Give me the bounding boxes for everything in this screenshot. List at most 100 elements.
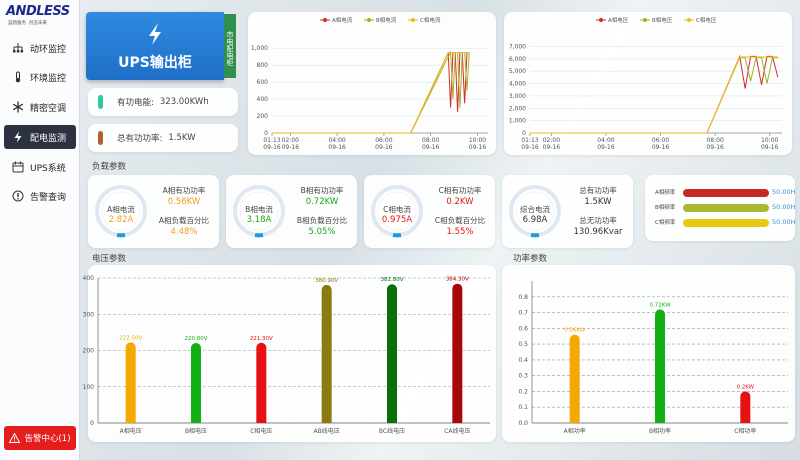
x-tick-label: 10:00 09-16 [468, 137, 487, 151]
gauge [95, 185, 147, 238]
gauge-name: C相电流 [383, 205, 411, 214]
bar [125, 342, 136, 423]
value-label: 384.30V [446, 277, 469, 283]
value-label: 220.80V [184, 336, 207, 342]
y-tick-label: 7,000 [509, 43, 526, 50]
x-tick-label: CA线电压 [444, 427, 470, 435]
gauge [233, 185, 285, 238]
metric-label: A相负载百分比 [158, 216, 210, 225]
power-box: 总有功功率: 1.5KW [88, 124, 238, 152]
y-tick-label: 0 [264, 130, 268, 137]
x-tick-label: B相功率 [649, 427, 671, 435]
frequency-label: C相频率 [655, 220, 676, 226]
x-tick-label: 01:13 09-16 [263, 137, 281, 151]
metric-label: 总无功功率 [579, 216, 617, 225]
y-tick-label: 200 [83, 348, 95, 355]
series-line [272, 50, 470, 134]
section-title: 负载参数 [92, 162, 127, 172]
y-tick-label: 300 [83, 311, 95, 318]
frequency-value: 50.00Hz [772, 188, 795, 196]
x-tick-label: AB线电压 [314, 427, 340, 435]
frequency-bar [683, 219, 769, 227]
legend-label: B相电压 [652, 16, 673, 24]
menu-item[interactable]: 告警查询 [4, 184, 76, 208]
metric-value: 5.05% [308, 227, 336, 237]
x-tick-label: 02:00 09-16 [542, 137, 561, 151]
current-chart-panel [248, 12, 496, 155]
gauge-value: 6.98A [522, 215, 548, 225]
menu-label: 精密空调 [30, 103, 67, 114]
metric-label: C相负载百分比 [434, 216, 486, 225]
menu-item[interactable]: 精密空调 [4, 95, 76, 119]
x-tick-label: C相电压 [250, 427, 272, 435]
legend-marker [687, 18, 691, 22]
device-tab[interactable]: 市电配电柜 [224, 14, 236, 78]
gauge-inner [239, 191, 279, 231]
device-card: UPS输出柜 [86, 12, 224, 80]
y-tick-label: 0.4 [518, 357, 528, 364]
x-tick-label: 10:00 09-16 [760, 137, 779, 151]
series-line [530, 54, 779, 134]
frequency-card: A相频率 50.00Hz B相频率 50.00Hz C相频率 50.00Hz [645, 175, 795, 241]
menu-label: 配电监测 [30, 133, 67, 144]
frequency-label: A相频率 [655, 190, 676, 196]
gauge-card: B相电流 3.18A B相有功功率 0.72KW B相负载百分比 5.05% [226, 175, 357, 248]
gauge-value: 0.975A [381, 215, 413, 225]
y-tick-label: 1,000 [251, 45, 268, 52]
x-tick-label: 06:00 09-16 [375, 137, 393, 151]
bar [740, 391, 751, 423]
x-tick-label: A相电压 [120, 427, 142, 435]
x-tick-label: 04:00 09-16 [597, 137, 615, 151]
y-tick-label: 100 [83, 384, 95, 391]
metric-value: 4.48% [170, 227, 198, 237]
power-label: 总有功功率: [117, 134, 163, 144]
value-label: 380.90V [315, 278, 338, 284]
legend-marker [411, 18, 415, 22]
menu-item[interactable]: UPS系统 [4, 155, 76, 179]
bar [569, 334, 580, 423]
y-tick-label: 200 [257, 113, 269, 120]
series-line [530, 56, 778, 134]
frequency-label: B相频率 [655, 205, 676, 211]
y-tick-label: 800 [257, 62, 269, 69]
menu-item[interactable]: 环境监控 [4, 65, 76, 89]
gauge-inner [101, 191, 141, 231]
section-title: 功率参数 [513, 254, 548, 264]
legend-marker [367, 18, 371, 22]
y-tick-label: 0.3 [518, 373, 528, 380]
x-tick-label: 06:00 09-16 [651, 137, 670, 151]
metric-value: 130.96Kvar [573, 227, 623, 237]
legend-label: C相电流 [420, 16, 441, 24]
y-tick-label: 2,000 [509, 105, 526, 112]
power-value: 1.5KW [168, 133, 196, 143]
x-tick-label: A相功率 [564, 427, 586, 435]
bar [452, 283, 463, 423]
alarm-button[interactable]: 告警中心(1) [4, 426, 76, 450]
gauge [509, 185, 561, 238]
gauge-inner [515, 191, 555, 231]
y-tick-label: 0.5 [518, 341, 528, 348]
gauge [371, 185, 423, 238]
legend-label: B相电流 [376, 16, 397, 24]
energy-label: 有功电能: [117, 98, 154, 108]
menu-label: 动环监控 [30, 44, 67, 55]
y-tick-label: 0.6 [518, 325, 528, 332]
x-tick-label: 01:13 09-16 [521, 137, 539, 151]
x-tick-label: 08:00 09-16 [706, 137, 724, 151]
x-tick-label: 04:00 09-16 [328, 137, 346, 151]
y-tick-label: 400 [83, 275, 95, 282]
x-tick-label: 02:00 09-16 [281, 137, 300, 151]
menu-label: 环境监控 [30, 73, 67, 84]
y-tick-label: 600 [257, 79, 269, 86]
y-tick-label: 6,000 [509, 56, 526, 63]
bar [256, 342, 267, 423]
menu-item[interactable]: 动环监控 [4, 36, 76, 60]
energy-box: 有功电能: 323.00KWh [88, 88, 238, 116]
bar [191, 342, 201, 423]
menu-item-active[interactable]: 配电监测 [4, 125, 76, 149]
x-tick-label: B相电压 [185, 427, 207, 435]
x-tick-label: BC线电压 [379, 427, 405, 435]
legend-label: A相电压 [608, 16, 629, 24]
metric-label: C相有功功率 [438, 186, 482, 195]
